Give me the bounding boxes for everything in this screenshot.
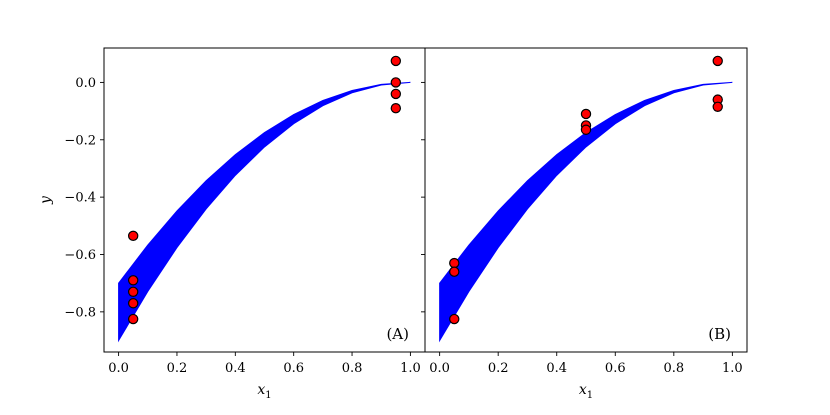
data-point xyxy=(712,55,723,67)
data-point xyxy=(127,230,139,242)
x-tick-label: 1.0 xyxy=(400,361,421,376)
data-point xyxy=(449,257,460,269)
x-tick-label: 0.0 xyxy=(429,361,450,376)
y-tick-label: 0.0 xyxy=(75,76,96,91)
x-tick-label: 0.0 xyxy=(108,361,129,376)
data-point xyxy=(127,286,139,297)
data-point xyxy=(449,266,460,277)
data-point xyxy=(712,101,723,112)
data-point xyxy=(127,313,139,325)
data-point xyxy=(449,313,460,325)
panel-label: (B) xyxy=(708,325,731,343)
uncertainty-band xyxy=(118,81,411,343)
y-tick-label: −0.4 xyxy=(64,191,96,206)
x-tick-label: 0.2 xyxy=(167,361,188,376)
x-tick-label: 1.0 xyxy=(722,361,743,376)
axes-frame xyxy=(103,47,426,353)
x-axis-label: x1 xyxy=(579,382,593,401)
x-axis-label: x1 xyxy=(257,382,271,401)
data-point xyxy=(390,77,402,88)
y-axis-label: y xyxy=(38,195,54,205)
data-point xyxy=(127,298,139,309)
data-point xyxy=(390,55,402,67)
x-tick-label: 0.8 xyxy=(663,361,684,376)
x-tick-label: 0.4 xyxy=(225,361,246,376)
data-point xyxy=(390,88,402,100)
data-point xyxy=(580,124,592,135)
axes-frame xyxy=(424,47,748,353)
panel-label: (A) xyxy=(386,325,409,343)
data-point xyxy=(580,108,592,120)
x-tick-label: 0.2 xyxy=(488,361,509,376)
data-point xyxy=(127,275,139,286)
y-tick-label: −0.6 xyxy=(64,248,96,263)
x-tick-label: 0.8 xyxy=(342,361,363,376)
x-tick-label: 0.6 xyxy=(605,361,626,376)
panel-b: 0.0 0.2 0.4 0.6 0.8 1.0 x1 (B) xyxy=(421,47,748,401)
x-tick-label: 0.4 xyxy=(546,361,567,376)
y-tick-label: −0.8 xyxy=(64,305,96,320)
data-point xyxy=(390,103,402,114)
y-tick-label: −0.2 xyxy=(64,133,96,148)
x-tick-label: 0.6 xyxy=(283,361,304,376)
panel-a: 0.0 0.2 0.4 0.6 0.8 1.0 −0.8 −0.6 −0.4 −0.2 0.0 x1 (… xyxy=(64,47,426,401)
